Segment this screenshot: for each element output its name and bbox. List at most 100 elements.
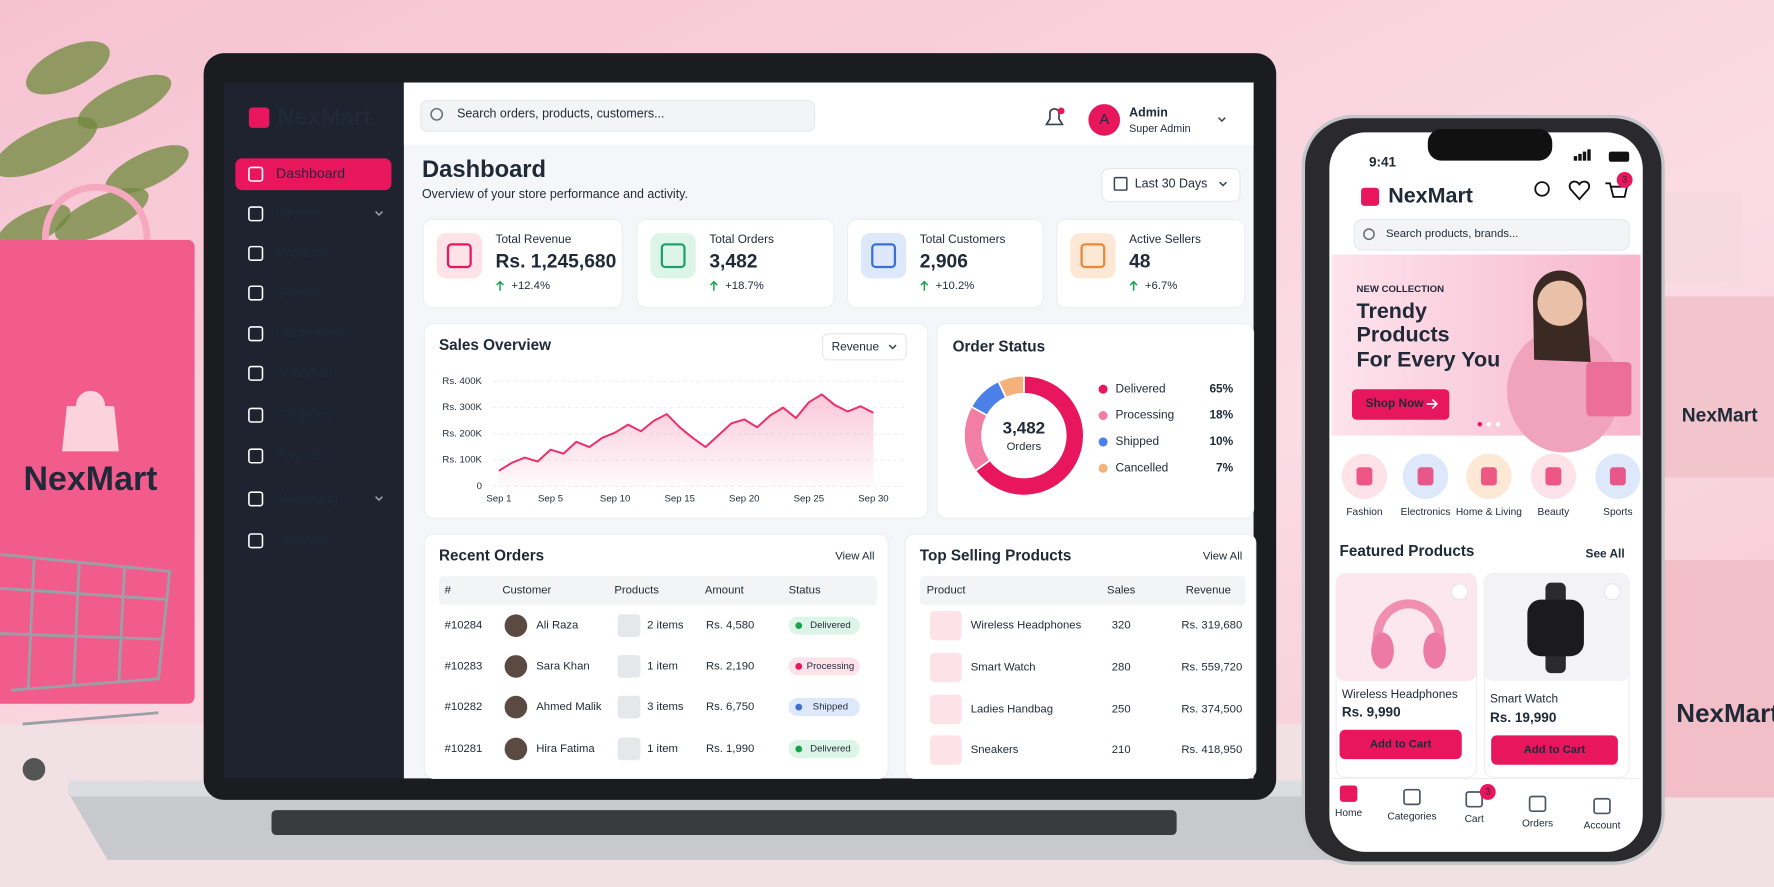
stat-change: +6.7% (1145, 280, 1177, 292)
shop-now-button[interactable] (1351, 389, 1450, 420)
status-pill (788, 657, 860, 676)
view-all-link[interactable]: View All (835, 551, 874, 563)
badge (1616, 171, 1633, 188)
stat-icon (871, 243, 897, 269)
search-placeholder: Search orders, products, customers... (457, 107, 664, 121)
bell-icon[interactable] (1045, 108, 1064, 126)
up-arrow (1129, 280, 1138, 291)
signal-bar (1582, 151, 1587, 161)
y-tick-label: Rs. 300K (442, 402, 482, 413)
menu-item[interactable]: Customers (276, 324, 344, 340)
nav-icon (1339, 785, 1358, 802)
section-title: Recent Orders (439, 548, 544, 565)
wishlist-button[interactable] (1603, 583, 1621, 601)
menu-item[interactable]: Payouts (276, 447, 327, 463)
brand: NexMart (1388, 184, 1473, 208)
customer-name: Hira Fatima (536, 743, 595, 755)
table-header-bg (919, 575, 1246, 606)
headphones-cup (1371, 632, 1394, 669)
product-price: Rs. 9,990 (1342, 704, 1401, 719)
legend-label: Delivered (1116, 381, 1166, 395)
menu-item[interactable]: Sellers (276, 284, 319, 300)
wishlist-button[interactable] (1450, 583, 1468, 601)
menu-item[interactable]: Coupons (276, 406, 333, 422)
menu-item[interactable]: Marketing (276, 490, 338, 506)
legend-label: Cancelled (1116, 460, 1169, 474)
add-to-cart-button[interactable] (1491, 735, 1618, 765)
customer-avatar (504, 737, 528, 761)
product-sales: 320 (1112, 620, 1131, 632)
nav-label[interactable]: Cart (1465, 814, 1484, 825)
menu-item[interactable]: Settings (276, 532, 327, 548)
view-all-link[interactable]: View All (1203, 551, 1242, 563)
x-tick-label: Sep 15 (664, 493, 694, 504)
banner-headline: Trendy (1357, 299, 1427, 323)
order-amount: Rs. 1,990 (706, 743, 754, 755)
product-thumb (929, 610, 962, 641)
line-series (498, 393, 874, 472)
stat-change: +10.2% (936, 280, 975, 292)
nav-label[interactable]: Home (1335, 808, 1362, 819)
menu-item[interactable]: Analytics (276, 364, 333, 380)
legend-dot (1098, 437, 1108, 447)
category-icon (1545, 467, 1562, 486)
donut-segment (974, 374, 1085, 497)
banner-eyebrow: NEW COLLECTION (1357, 284, 1445, 295)
menu-item[interactable]: Products (276, 244, 332, 260)
nav-label[interactable]: Account (1584, 821, 1621, 832)
sidebar (224, 82, 406, 779)
product-thumb (617, 737, 641, 761)
stat-label: Total Customers (920, 232, 1006, 246)
brand-icon (248, 107, 270, 128)
date-range[interactable] (1101, 168, 1241, 202)
value-label: 7% (1216, 460, 1234, 474)
order-id: #10283 (445, 660, 483, 672)
category-icon (1480, 467, 1497, 486)
status-dot (795, 703, 803, 711)
stat-icon-bg (860, 233, 907, 279)
legend-label: Shipped (1116, 434, 1160, 448)
customer-avatar (504, 695, 528, 719)
menu-icon (248, 206, 264, 222)
see-all-link[interactable]: See All (1586, 547, 1625, 561)
nav-icon (1593, 797, 1611, 815)
nav-label[interactable]: Orders (1522, 818, 1553, 829)
nav-label[interactable]: Categories (1387, 812, 1436, 823)
product-thumb (929, 735, 962, 765)
box-label: NexMart (1676, 698, 1774, 728)
up-arrow (920, 280, 929, 291)
metric-selector[interactable] (821, 333, 907, 361)
search-box[interactable] (420, 100, 816, 132)
headphones-band (1372, 599, 1445, 652)
cart-wheel (22, 758, 46, 781)
table-header: Revenue (1186, 585, 1231, 597)
menu-item[interactable]: Dashboard (276, 165, 345, 181)
stat-change: +12.4% (511, 280, 550, 292)
stat-label: Active Sellers (1129, 232, 1201, 246)
heart-icon[interactable] (1568, 180, 1591, 201)
product-count: 1 item (647, 660, 678, 672)
status-pill (788, 616, 860, 635)
signal-bar (1587, 149, 1591, 161)
menu-item[interactable]: Orders (276, 205, 319, 221)
notification-dot (1057, 107, 1065, 115)
product-sales: 250 (1112, 703, 1131, 715)
product-thumb (929, 694, 962, 725)
x-tick-label: Sep 10 (600, 493, 630, 504)
brand: NexMart (277, 104, 371, 131)
product-revenue: Rs. 418,950 (1181, 744, 1242, 756)
nav-icon (1528, 795, 1547, 813)
x-tick-label: Sep 5 (538, 493, 563, 504)
search-icon (1363, 228, 1375, 241)
search-icon[interactable] (1534, 181, 1550, 197)
product-revenue: Rs. 374,500 (1181, 703, 1242, 715)
add-to-cart-button[interactable] (1339, 729, 1462, 760)
status-label: Shipped (813, 702, 848, 713)
search-box[interactable] (1353, 218, 1630, 251)
value-label: 65% (1209, 381, 1233, 395)
product-name: Sneakers (971, 744, 1019, 756)
menu-icon (248, 533, 264, 549)
y-tick-label: Rs. 400K (442, 376, 482, 387)
model-bag (1586, 362, 1632, 417)
